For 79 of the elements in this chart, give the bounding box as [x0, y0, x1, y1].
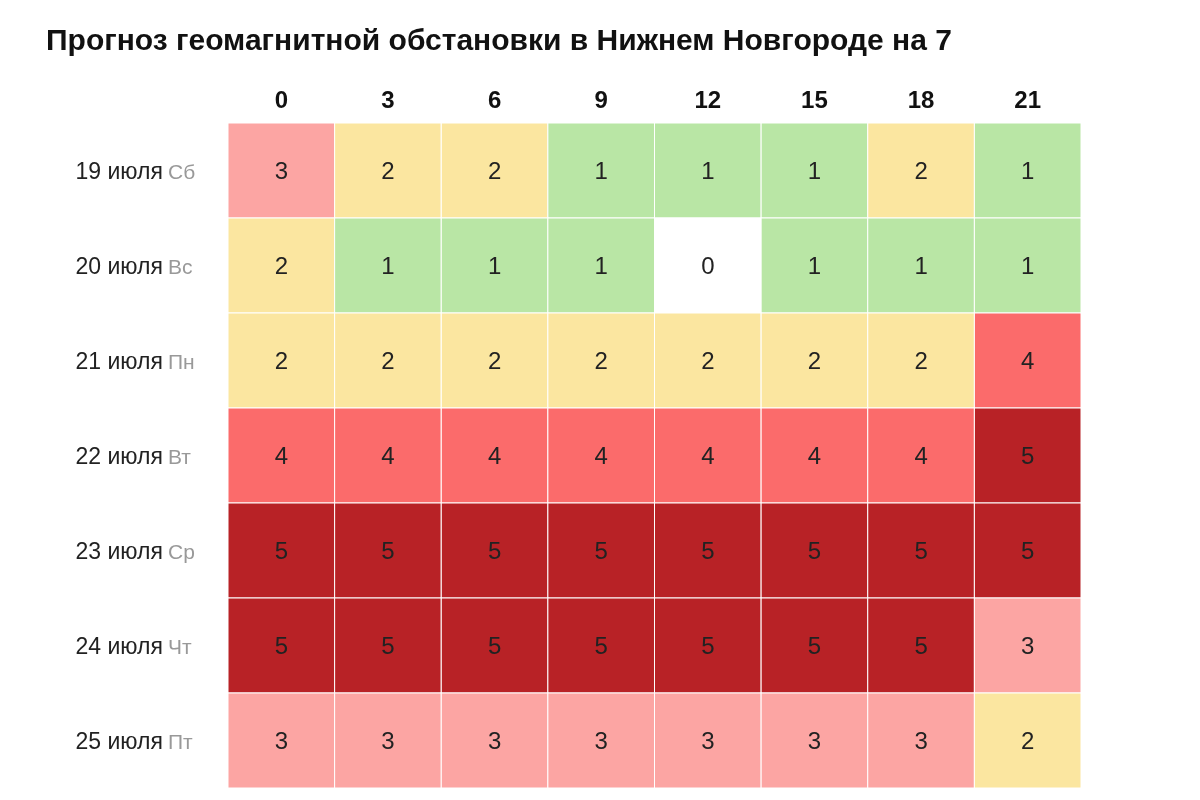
x-tick-label: 9	[594, 86, 608, 113]
data-label: 2	[487, 156, 502, 184]
data-label: 5	[487, 631, 502, 659]
y-tick-label: 19 июля	[75, 157, 163, 184]
data-label: 5	[274, 631, 288, 659]
data-label: 3	[487, 726, 502, 754]
data-label: 2	[381, 346, 395, 374]
data-label: 4	[381, 441, 395, 469]
y-tick-label: 21 июля	[75, 347, 163, 374]
data-label: 5	[594, 536, 608, 564]
data-label: 2	[807, 346, 822, 374]
y-tick-label: 24 июля	[75, 632, 163, 659]
y2-tick-label: Вт	[168, 444, 192, 468]
y-tick-label: 20 июля	[75, 252, 163, 279]
x-tick-label: 18	[907, 86, 935, 113]
data-label: 3	[274, 726, 288, 754]
data-label: 5	[487, 536, 502, 564]
y-tick-label: 25 июля	[75, 727, 163, 754]
y2-tick-label: Чт	[168, 634, 192, 658]
data-label: 2	[914, 346, 928, 374]
data-label: 5	[1021, 536, 1035, 564]
x-tick-label: 6	[487, 86, 502, 113]
data-label: 5	[914, 536, 928, 564]
x-tick-label: 21	[1014, 86, 1042, 113]
y2-tick-label: Вс	[168, 254, 193, 278]
data-label: 5	[381, 631, 395, 659]
x-tick-label: 12	[694, 86, 722, 113]
data-label: 4	[487, 441, 502, 469]
data-label: 5	[274, 536, 288, 564]
data-label: 5	[914, 631, 928, 659]
data-label: 2	[1021, 726, 1035, 754]
y-tick-label: 22 июля	[75, 442, 163, 469]
data-label: 1	[487, 251, 502, 279]
data-label: 3	[807, 726, 822, 754]
data-label: 4	[914, 441, 928, 469]
y-tick-label: 23 июля	[75, 537, 163, 564]
y2-tick-label: Пн	[168, 349, 195, 373]
data-label: 1	[807, 156, 822, 184]
data-label: 1	[807, 251, 822, 279]
data-label: 3	[274, 156, 288, 184]
data-label: 1	[594, 251, 608, 279]
data-label: 2	[274, 346, 288, 374]
data-label: 1	[1021, 251, 1035, 279]
data-label: 1	[914, 251, 928, 279]
data-label: 2	[487, 346, 502, 374]
data-label: 4	[1021, 346, 1035, 374]
data-label: 2	[381, 156, 395, 184]
x-tick-label: 15	[801, 86, 828, 113]
x-tick-label: 0	[274, 86, 288, 113]
y2-tick-label: Сб	[168, 159, 196, 183]
data-label: 3	[701, 726, 715, 754]
data-label: 5	[381, 536, 395, 564]
data-label: 3	[914, 726, 928, 754]
data-label: 3	[594, 726, 608, 754]
data-label: 4	[594, 441, 608, 469]
y2-tick-label: Ср	[168, 539, 195, 563]
data-label: 1	[594, 156, 608, 184]
data-label: 1	[1021, 156, 1035, 184]
data-label: 4	[274, 441, 288, 469]
data-label: 3	[1021, 631, 1035, 659]
data-label: 1	[381, 251, 395, 279]
data-label: 4	[701, 441, 715, 469]
chart-title: Прогноз геомагнитной обстановки в Нижнем Новгороде на 7	[46, 23, 952, 56]
x-tick-label: 3	[381, 86, 395, 113]
data-label: 5	[807, 631, 822, 659]
data-label: 5	[807, 536, 822, 564]
data-label: 4	[807, 441, 822, 469]
data-label: 2	[914, 156, 928, 184]
data-label: 2	[594, 346, 608, 374]
data-label: 5	[701, 536, 715, 564]
data-label: 2	[274, 251, 288, 279]
data-label: 0	[701, 251, 715, 279]
data-label: 3	[381, 726, 395, 754]
y2-tick-label: Пт	[168, 729, 194, 753]
data-label: 5	[701, 631, 715, 659]
data-label: 5	[594, 631, 608, 659]
data-label: 5	[1021, 441, 1035, 469]
data-label: 2	[701, 346, 715, 374]
data-label: 1	[701, 156, 715, 184]
